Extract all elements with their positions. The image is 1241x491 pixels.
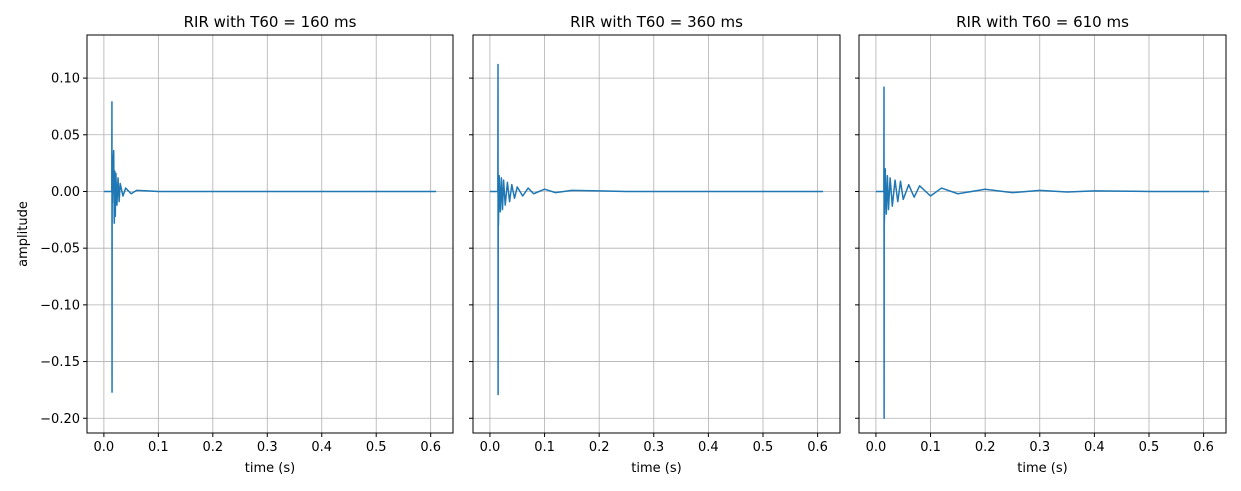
y-tick-label: 0.05 [51, 128, 80, 143]
x-tick-label: 0.3 [1029, 440, 1050, 455]
y-tick-label: −0.05 [40, 242, 80, 257]
x-tick-label: 0.5 [1139, 440, 1160, 455]
x-tick-label: 0.1 [534, 440, 555, 455]
x-tick-label: 0.2 [975, 440, 996, 455]
x-axis-label: time (s) [631, 461, 681, 476]
plot-frame [472, 34, 841, 434]
y-axis-label: amplitude [16, 201, 31, 267]
x-axis-label: time (s) [245, 461, 295, 476]
x-tick-label: 0.5 [366, 440, 387, 455]
x-axis-label: time (s) [1017, 461, 1067, 476]
x-tick-label: 0.6 [1193, 440, 1214, 455]
subplot-t60-360: 0.0 0.1 0.2 0.3 0.4 0.5 0.6 RIR with T60 = 360 … [469, 13, 841, 476]
subplot-title: RIR with T60 = 360 ms [570, 13, 743, 31]
y-tick-label: 0.10 [51, 72, 80, 87]
rir-signal-line [103, 101, 437, 393]
y-tick-label: −0.10 [40, 298, 80, 313]
y-tick-label: −0.15 [40, 355, 80, 370]
x-tick-label: 0.3 [643, 440, 664, 455]
x-tick-label: 0.6 [420, 440, 441, 455]
x-tick-label: 0.2 [589, 440, 610, 455]
x-tick-label: 0.4 [1084, 440, 1105, 455]
x-tick-label: 0.4 [311, 440, 332, 455]
x-tick-label: 0.4 [698, 440, 719, 455]
x-tick-label: 0.0 [866, 440, 887, 455]
x-tick-label: 0.2 [202, 440, 223, 455]
y-tick-label: −0.20 [40, 412, 80, 427]
x-tick-label: 0.1 [148, 440, 169, 455]
x-tick-label: 0.6 [807, 440, 828, 455]
subplot-t60-610: 0.0 0.1 0.2 0.3 0.4 0.5 0.6 RIR with T60 = 610 … [855, 13, 1227, 476]
rir-signal-line [875, 86, 1210, 420]
rir-signal-line [489, 63, 824, 396]
x-tick-label: 0.3 [257, 440, 278, 455]
y-tick-label: 0.00 [51, 185, 80, 200]
plot-frame [86, 34, 454, 434]
subplot-t60-160: 0.0 0.1 0.2 0.3 0.4 0.5 0.6 −0.20 −0.15 −0.10 −0.0… [16, 13, 454, 476]
subplot-title: RIR with T60 = 610 ms [956, 13, 1129, 31]
x-tick-label: 0.0 [480, 440, 501, 455]
plot-frame [858, 34, 1227, 434]
x-tick-label: 0.0 [94, 440, 115, 455]
x-tick-label: 0.1 [920, 440, 941, 455]
subplot-title: RIR with T60 = 160 ms [184, 13, 357, 31]
x-tick-label: 0.5 [753, 440, 774, 455]
